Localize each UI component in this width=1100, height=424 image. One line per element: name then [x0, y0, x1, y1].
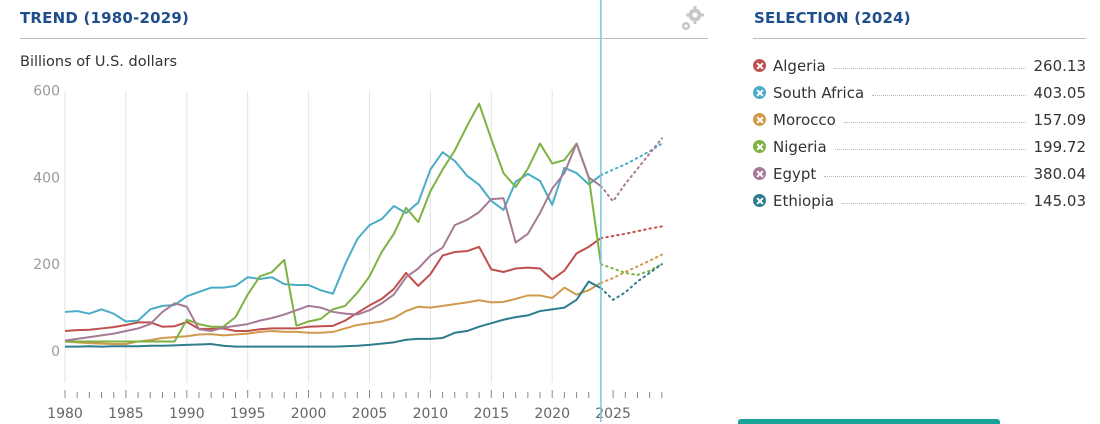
legend-name: Ethiopia: [773, 191, 835, 210]
legend-name: Algeria: [773, 56, 826, 75]
trend-title-rule: [20, 38, 708, 39]
x-tick-label: 1990: [169, 406, 205, 422]
legend-item-nigeria[interactable]: Nigeria 199.72: [753, 133, 1086, 160]
x-tick-label: 2010: [413, 406, 449, 422]
legend-item-south-africa[interactable]: South Africa 403.05: [753, 79, 1086, 106]
legend-name: Egypt: [773, 164, 817, 183]
projection-line: [599, 225, 663, 240]
series-line: [64, 142, 602, 342]
leader-dots: [842, 203, 1026, 204]
leader-dots: [843, 122, 1026, 123]
leader-dots: [824, 176, 1026, 177]
leader-dots: [833, 68, 1026, 69]
y-tick-label: 600: [33, 84, 60, 100]
x-tick-label: 2015: [473, 406, 509, 422]
legend-value: 145.03: [1033, 191, 1087, 210]
x-tick-label: 2025: [595, 406, 631, 422]
legend-item-morocco[interactable]: Morocco 157.09: [753, 106, 1086, 133]
legend-name: Morocco: [773, 110, 836, 129]
x-circle-icon: [753, 140, 766, 153]
projection-line: [599, 263, 663, 277]
y-axis-label: Billions of U.S. dollars: [20, 54, 178, 70]
projection-line: [599, 263, 663, 302]
series-line: [65, 102, 602, 343]
series-line: [64, 151, 602, 323]
selection-title-rule: [753, 38, 1086, 39]
x-tick-label: 1995: [230, 406, 266, 422]
leader-dots: [872, 95, 1026, 96]
legend-name: Nigeria: [773, 137, 827, 156]
x-circle-icon: [753, 113, 766, 126]
legend-value: 260.13: [1033, 56, 1087, 75]
legend-value: 380.04: [1033, 164, 1087, 183]
legend-item-egypt[interactable]: Egypt 380.04: [753, 160, 1086, 187]
legend-item-ethiopia[interactable]: Ethiopia 145.03: [753, 187, 1086, 214]
action-button[interactable]: [738, 419, 1000, 424]
x-tick-label: 1985: [108, 406, 144, 422]
series-line: [64, 237, 602, 333]
legend-value: 199.72: [1033, 137, 1087, 156]
legend-value: 157.09: [1033, 110, 1087, 129]
projection-line: [599, 253, 663, 284]
legend-value: 403.05: [1033, 83, 1087, 102]
projection-line: [599, 142, 663, 177]
legend: Algeria 260.13 South Africa 403.05 Moroc…: [753, 52, 1086, 214]
y-tick-label: 200: [33, 257, 60, 273]
x-tick-label: 2005: [352, 406, 388, 422]
x-circle-icon: [753, 86, 766, 99]
x-circle-icon: [753, 167, 766, 180]
gear-icon[interactable]: [679, 4, 707, 38]
x-circle-icon: [753, 194, 766, 207]
leader-dots: [834, 149, 1026, 150]
legend-name: South Africa: [773, 83, 865, 102]
selection-title: SELECTION (2024): [754, 9, 911, 27]
y-tick-label: 400: [33, 170, 60, 186]
legend-item-algeria[interactable]: Algeria 260.13: [753, 52, 1086, 79]
x-tick-label: 2000: [291, 406, 327, 422]
x-circle-icon: [753, 59, 766, 72]
series-line: [64, 282, 602, 346]
x-tick-label: 1980: [47, 406, 83, 422]
y-tick-label: 0: [51, 344, 60, 360]
trend-title: TREND (1980-2029): [20, 9, 190, 27]
trend-chart: 0 200 400 600 1980 1985 1990 1995 2000 2005 2010 20…: [33, 0, 663, 422]
x-tick-label: 2020: [534, 406, 570, 422]
series-line: [65, 280, 602, 348]
projection-line: [599, 137, 663, 203]
